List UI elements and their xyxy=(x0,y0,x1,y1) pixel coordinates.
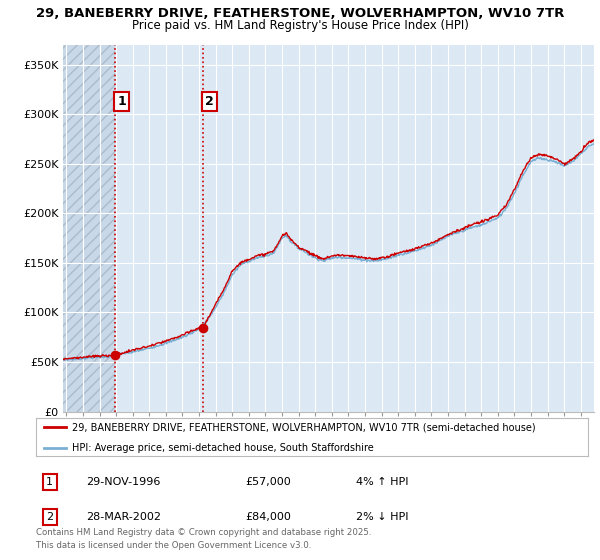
Text: Price paid vs. HM Land Registry's House Price Index (HPI): Price paid vs. HM Land Registry's House … xyxy=(131,19,469,32)
Bar xyxy=(115,45,203,412)
Text: 4% ↑ HPI: 4% ↑ HPI xyxy=(356,477,409,487)
Text: 2: 2 xyxy=(205,95,214,108)
Bar xyxy=(63,45,115,412)
Text: Contains HM Land Registry data © Crown copyright and database right 2025.
This d: Contains HM Land Registry data © Crown c… xyxy=(36,529,371,550)
Text: HPI: Average price, semi-detached house, South Staffordshire: HPI: Average price, semi-detached house,… xyxy=(72,442,374,452)
Text: 28-MAR-2002: 28-MAR-2002 xyxy=(86,512,161,522)
Text: 1: 1 xyxy=(46,477,53,487)
Text: 2% ↓ HPI: 2% ↓ HPI xyxy=(356,512,409,522)
Text: 29, BANEBERRY DRIVE, FEATHERSTONE, WOLVERHAMPTON, WV10 7TR (semi-detached house): 29, BANEBERRY DRIVE, FEATHERSTONE, WOLVE… xyxy=(72,422,536,432)
Text: £84,000: £84,000 xyxy=(246,512,292,522)
Text: 1: 1 xyxy=(117,95,126,108)
Text: 29, BANEBERRY DRIVE, FEATHERSTONE, WOLVERHAMPTON, WV10 7TR: 29, BANEBERRY DRIVE, FEATHERSTONE, WOLVE… xyxy=(36,7,564,20)
Text: 2: 2 xyxy=(46,512,53,522)
Text: £57,000: £57,000 xyxy=(246,477,292,487)
Text: 29-NOV-1996: 29-NOV-1996 xyxy=(86,477,160,487)
